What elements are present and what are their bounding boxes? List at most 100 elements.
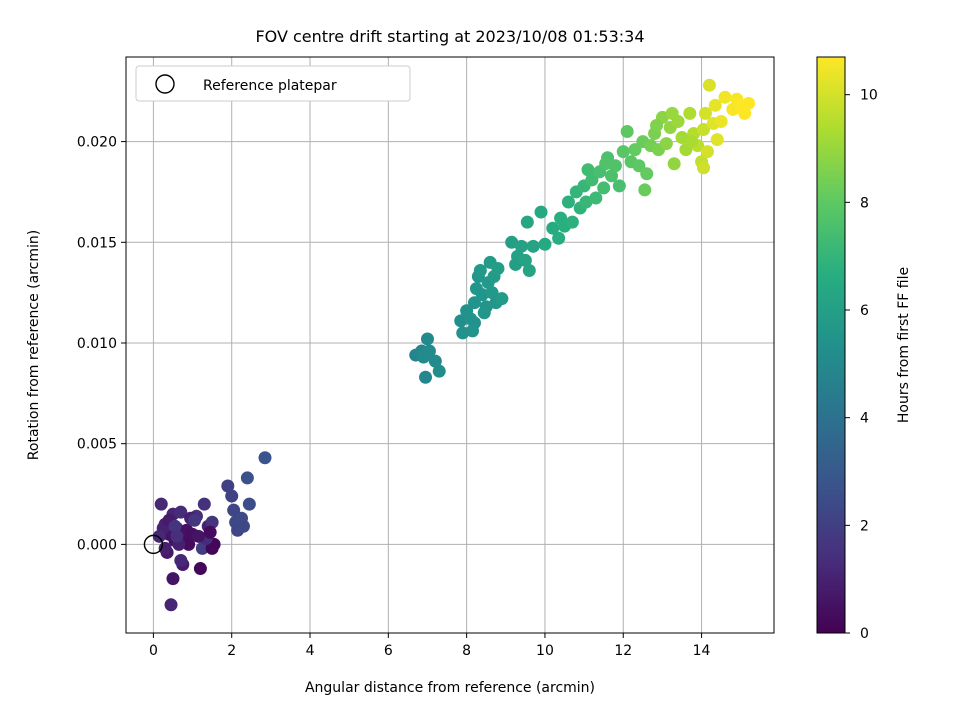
data-point [174,553,188,567]
data-point [419,370,433,384]
data-point [650,118,664,132]
colorbar-tick-label: 8 [860,195,869,211]
data-point [700,145,714,159]
x-tick-label: 2 [227,643,236,659]
data-point [188,513,202,527]
y-tick-label: 0.010 [77,336,117,352]
y-axis-label: Rotation from reference (arcmin) [26,230,42,460]
data-point [605,169,619,183]
data-point [685,135,699,149]
x-axis-label: Angular distance from reference (arcmin) [305,680,595,696]
data-point [616,145,630,159]
y-tick-label: 0.000 [77,537,117,553]
data-point [538,237,552,251]
data-point [710,133,724,147]
data-point [164,598,178,612]
x-tick-label: 10 [536,643,554,659]
data-point [467,296,481,310]
data-point [742,96,756,110]
chart-title: FOV centre drift starting at 2023/10/08 … [255,27,644,46]
data-point [485,286,499,300]
colorbar-ticks: 0 2 4 6 8 10 [845,88,878,642]
data-point [608,159,622,173]
data-point [154,497,168,511]
data-point [203,525,217,539]
data-point [589,191,603,205]
data-point [197,497,211,511]
data-point [534,205,548,219]
data-point [708,98,722,112]
y-axis: 0.000 0.005 0.010 0.015 0.020 [77,135,126,553]
data-point [702,78,716,92]
data-point [221,479,235,493]
x-tick-label: 14 [693,643,711,659]
data-point [495,292,509,306]
data-point [240,471,254,485]
data-point [518,253,532,267]
data-point [718,90,732,104]
data-point [454,314,468,328]
data-point [683,106,697,120]
data-point [675,131,689,145]
data-point [640,167,654,181]
x-tick-label: 12 [614,643,632,659]
reference-marker-layer [143,534,164,555]
data-point [473,263,487,277]
data-point [242,497,256,511]
data-point [597,181,611,195]
data-point [526,239,540,253]
data-point [170,529,184,543]
data-point [205,515,219,529]
x-tick-label: 4 [306,643,315,659]
data-point [509,257,523,271]
data-point [697,123,711,137]
x-tick-label: 0 [149,643,158,659]
data-point [628,143,642,157]
data-point [738,106,752,120]
colorbar [816,56,846,634]
x-tick-label: 6 [384,643,393,659]
data-point [158,541,172,555]
data-point [612,179,626,193]
data-point [191,529,205,543]
data-point [428,354,442,368]
data-point [546,221,560,235]
legend-label: Reference platepar [203,78,337,94]
data-point [522,263,536,277]
data-point [420,332,434,346]
legend-marker-icon [155,74,175,94]
data-point [152,529,166,543]
data-point [505,235,519,249]
data-point [225,489,239,503]
data-point [620,125,634,139]
colorbar-tick-label: 10 [860,88,878,104]
data-point [193,562,207,576]
colorbar-tick-label: 4 [860,411,869,427]
data-point [659,137,673,151]
data-point [714,114,728,128]
y-tick-label: 0.020 [77,135,117,151]
data-point [632,159,646,173]
data-point [456,326,470,340]
colorbar-label: Hours from first FF file [896,267,912,423]
data-point [561,195,575,209]
data-point [422,344,436,358]
data-point [182,537,196,551]
data-point [258,451,272,465]
plot-frame [125,56,775,634]
data-point [665,106,679,120]
data-point [236,519,250,533]
data-point [174,505,188,519]
data-point [432,364,446,378]
data-point [581,163,595,177]
y-tick-label: 0.005 [77,437,117,453]
x-axis: 0 2 4 6 8 10 12 14 [149,633,711,659]
reference-marker [143,534,164,555]
data-point [638,183,652,197]
data-point [477,306,491,320]
data-point [667,157,681,171]
data-point [166,572,180,586]
legend: Reference platepar [135,65,411,102]
data-points [152,78,756,612]
